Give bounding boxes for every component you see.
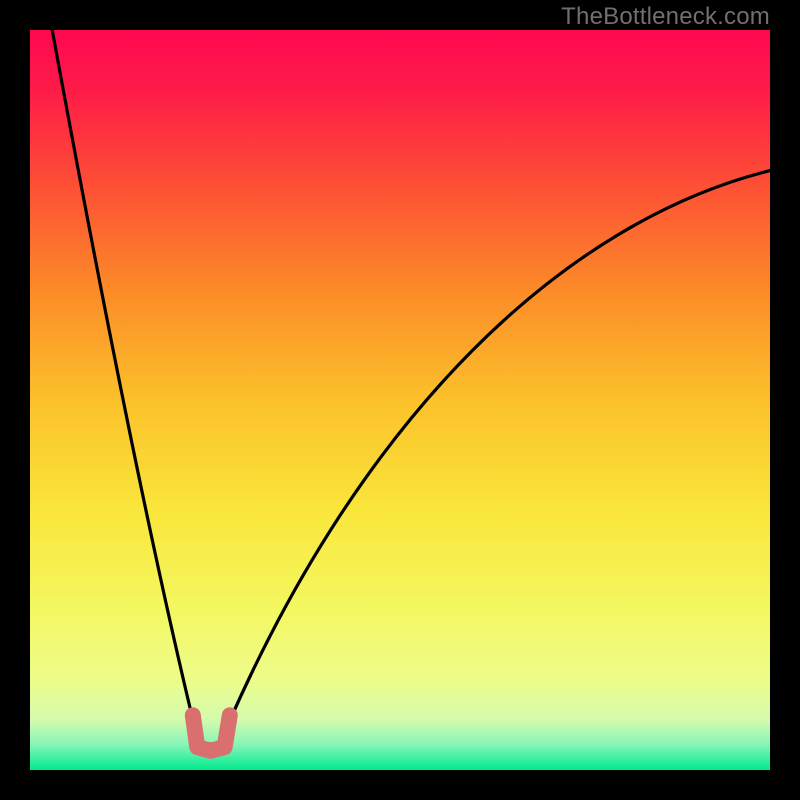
chart-svg	[30, 30, 770, 770]
gradient-background	[30, 30, 770, 770]
watermark-text: TheBottleneck.com	[561, 3, 770, 31]
chart-plot-area	[30, 30, 770, 770]
